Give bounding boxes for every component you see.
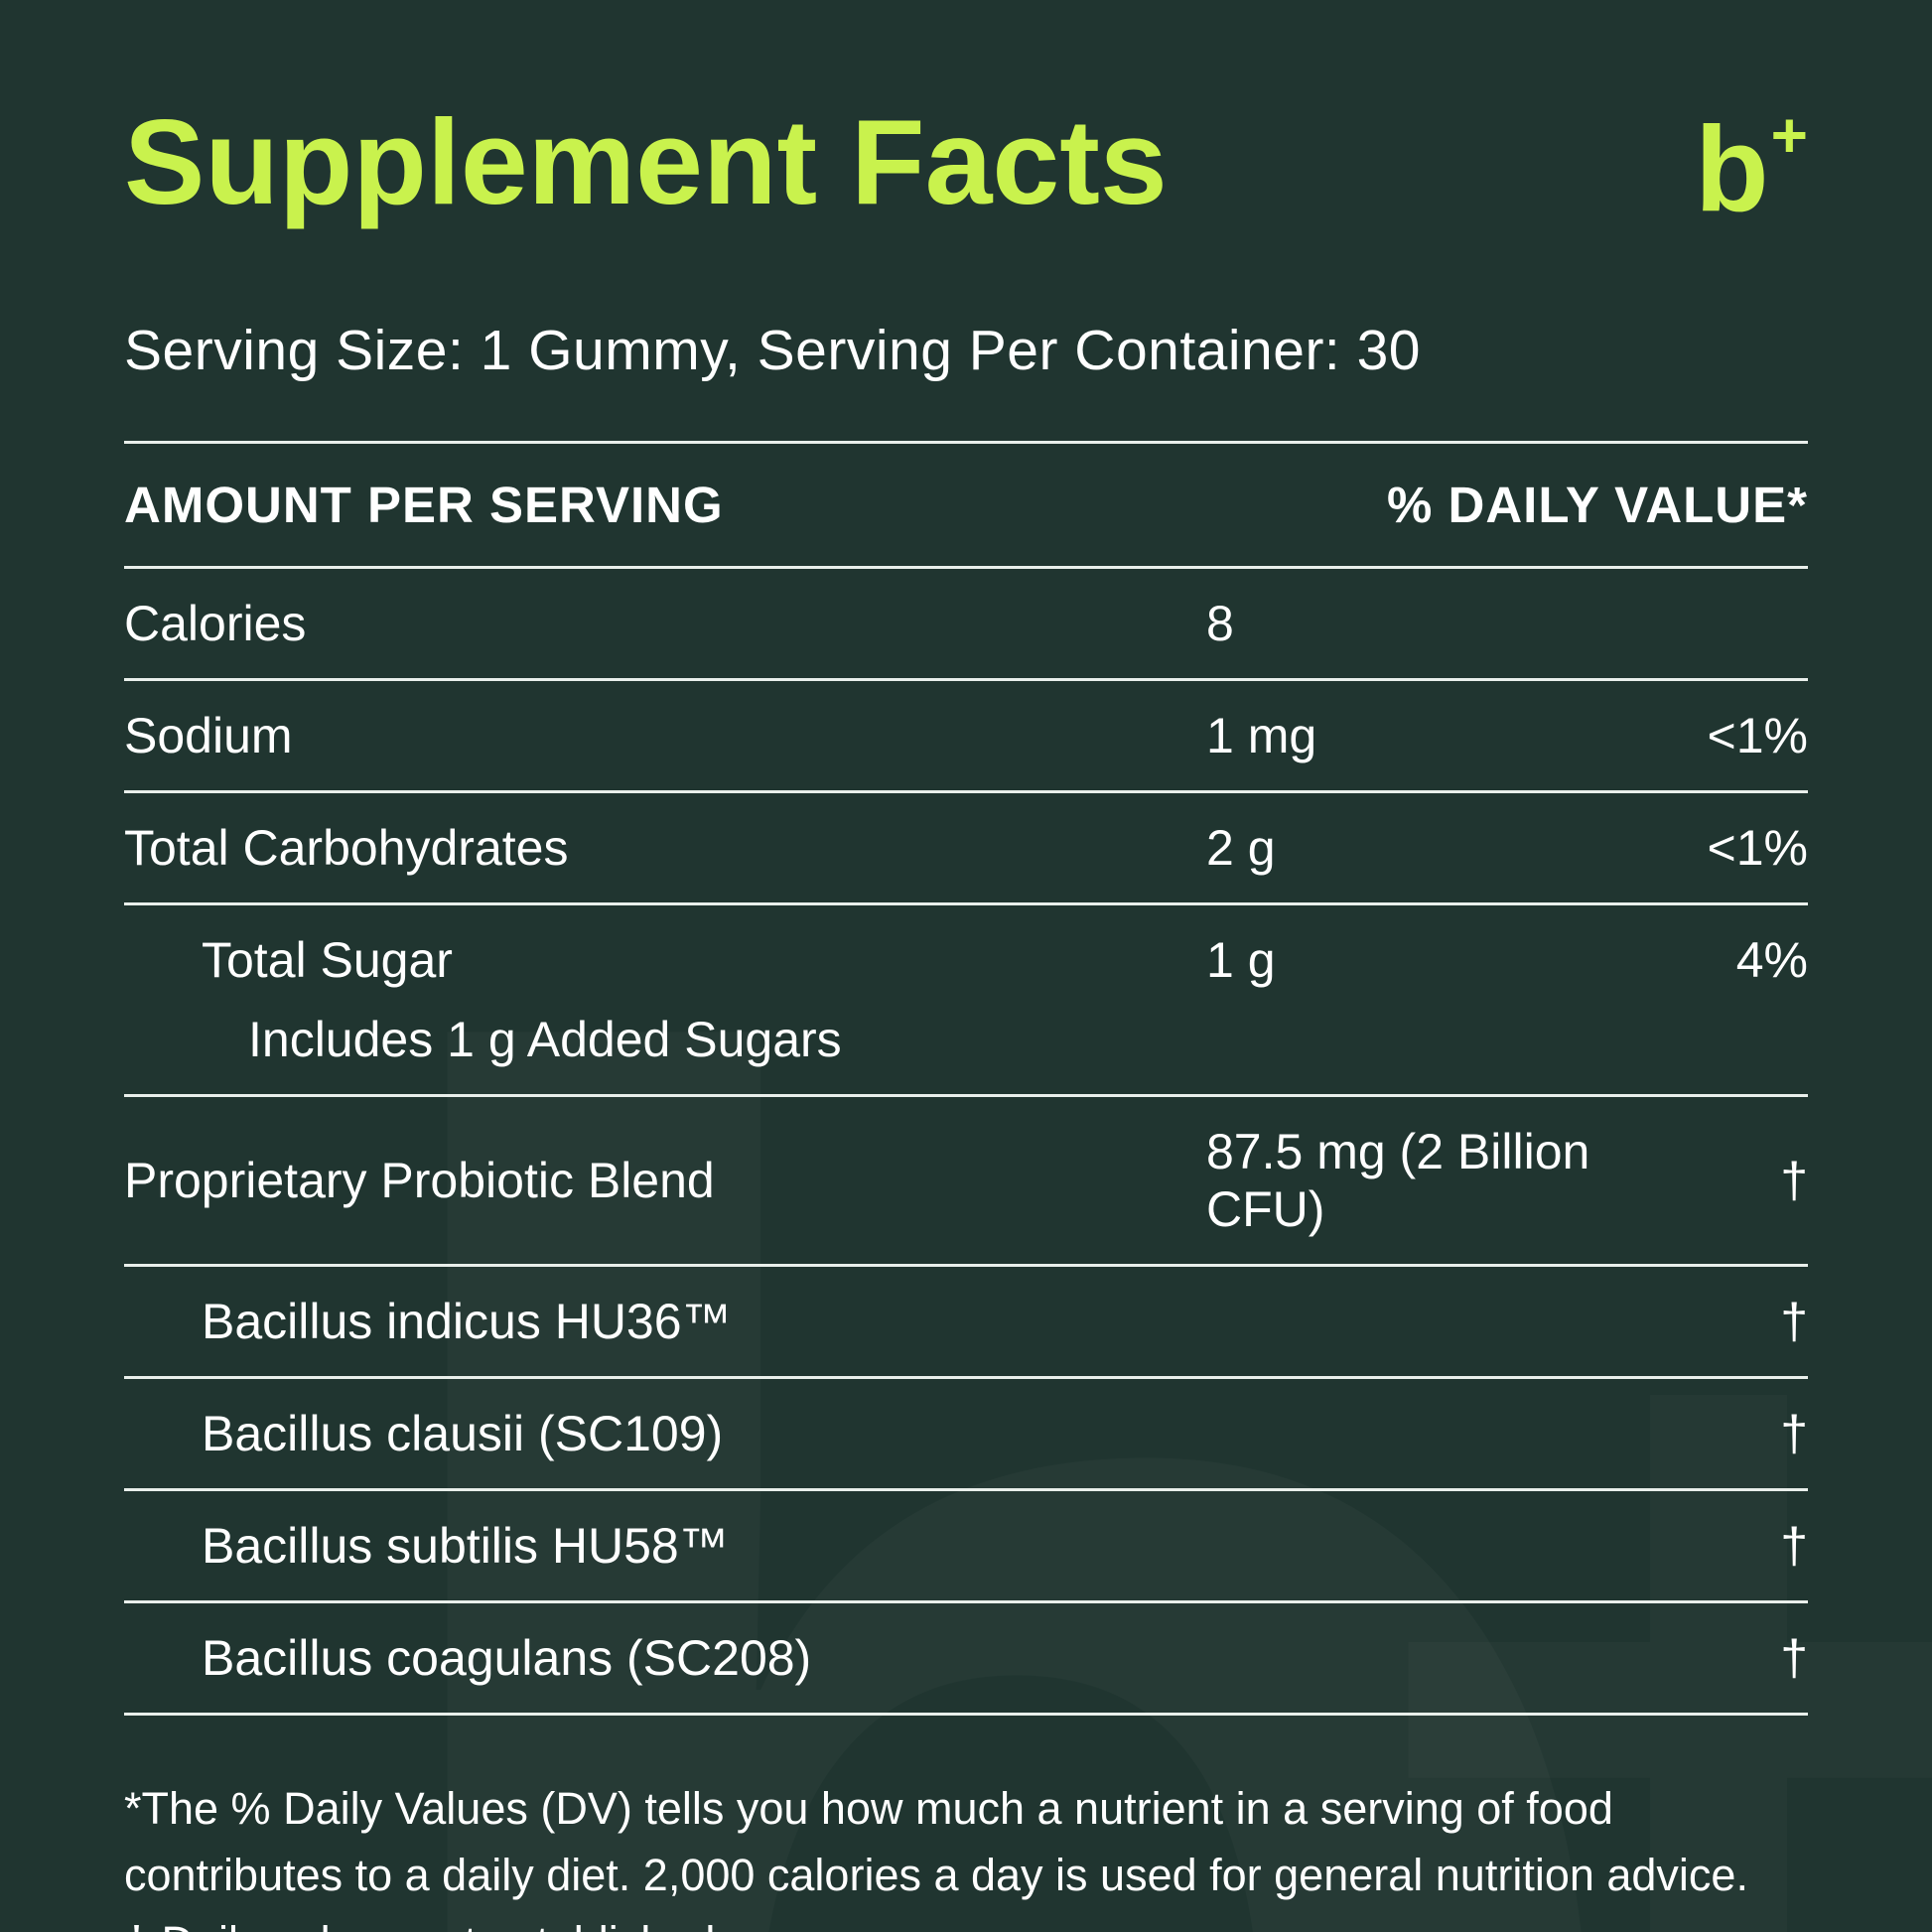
daily-value-footnote: *The % Daily Values (DV) tells you how m… (124, 1782, 1748, 1901)
nutrient-daily-value: <1% (1707, 707, 1808, 763)
table-row-bacillus-indicus: Bacillus indicus HU36™ † (124, 1267, 1808, 1379)
page-title: Supplement Facts (124, 94, 1168, 229)
label-header: Supplement Facts b+ (124, 94, 1808, 230)
nutrient-name: Bacillus subtilis HU58™ (202, 1517, 729, 1574)
brand-logo: b+ (1695, 103, 1808, 229)
brand-logo-b: b (1695, 101, 1769, 236)
nutrient-daily-value: † (1780, 1293, 1808, 1349)
footnotes: *The % Daily Values (DV) tells you how m… (124, 1775, 1808, 1932)
column-header-daily-value: % DAILY VALUE* (1387, 476, 1808, 533)
table-row-total-sugar: Total Sugar Includes 1 g Added Sugars 1 … (124, 905, 1808, 1097)
column-header-amount-per-serving: AMOUNT PER SERVING (124, 476, 724, 533)
table-row-bacillus-clausii: Bacillus clausii (SC109) † (124, 1379, 1808, 1491)
nutrient-amount: 2 g (1206, 819, 1276, 876)
brand-logo-plus-icon: + (1770, 99, 1808, 171)
nutrient-amount: 8 (1206, 595, 1234, 651)
table-row-total-carbohydrates: Total Carbohydrates 2 g <1% (124, 793, 1808, 905)
not-established-footnote: † Daily values not established. (124, 1909, 1808, 1932)
table-row-bacillus-subtilis: Bacillus subtilis HU58™ † (124, 1491, 1808, 1603)
nutrient-amount: 1 mg (1206, 707, 1317, 763)
nutrient-daily-value: † (1780, 1517, 1808, 1574)
nutrient-name: Total Sugar (202, 931, 453, 988)
table-header: AMOUNT PER SERVING % DAILY VALUE* (124, 444, 1808, 569)
table-row-proprietary-probiotic-blend: Proprietary Probiotic Blend 87.5 mg (2 B… (124, 1097, 1808, 1267)
nutrient-name: Proprietary Probiotic Blend (124, 1152, 715, 1208)
nutrient-daily-value: <1% (1707, 819, 1808, 876)
nutrient-name: Total Carbohydrates (124, 819, 569, 876)
nutrient-subname: Includes 1 g Added Sugars (248, 1011, 842, 1067)
nutrient-daily-value: 4% (1735, 931, 1808, 988)
nutrient-amount: 1 g (1206, 931, 1276, 988)
nutrient-name: Bacillus clausii (SC109) (202, 1405, 724, 1461)
table-row-sodium: Sodium 1 mg <1% (124, 681, 1808, 793)
table-row-calories: Calories 8 (124, 569, 1808, 681)
nutrient-amount: 87.5 mg (2 Billion CFU) (1206, 1123, 1590, 1237)
nutrient-name-group: Total Sugar Includes 1 g Added Sugars (124, 931, 1206, 1068)
serving-info: Serving Size: 1 Gummy, Serving Per Conta… (124, 318, 1421, 382)
nutrient-name: Bacillus coagulans (SC208) (202, 1629, 812, 1686)
nutrient-name: Calories (124, 595, 307, 651)
nutrient-daily-value: † (1780, 1152, 1808, 1208)
nutrient-name: Bacillus indicus HU36™ (202, 1293, 732, 1349)
nutrient-daily-value: † (1780, 1405, 1808, 1461)
facts-table: AMOUNT PER SERVING % DAILY VALUE* Calori… (124, 440, 1808, 1716)
nutrient-name: Sodium (124, 707, 293, 763)
nutrient-daily-value: † (1780, 1629, 1808, 1686)
table-row-bacillus-coagulans: Bacillus coagulans (SC208) † (124, 1603, 1808, 1716)
